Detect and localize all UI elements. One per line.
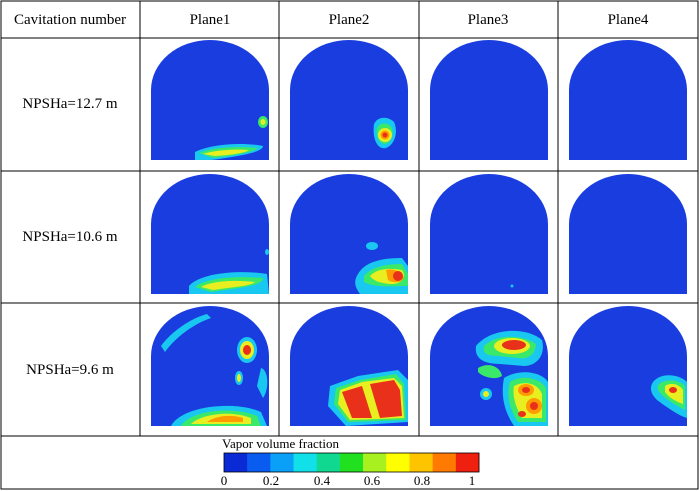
contour-npsha12-7-plane1 [151,40,269,160]
corner-header: Cavitation number [14,12,126,28]
colorbar-tick-0-4: 0.4 [314,473,331,488]
colorbar-swatch-4 [316,453,341,472]
colorbar-frame [223,452,480,473]
colorbar-tick-0-6: 0.6 [364,473,381,488]
contour-npsha12-7-plane2 [290,40,408,160]
colorbar-swatch-10 [455,453,480,472]
contour-npsha10-6-plane3 [430,174,548,294]
row-label-10-6: NPSHa=10.6 m [22,229,117,245]
contour-npsha9-6-plane1 [151,306,269,426]
colorbar-swatch-0 [224,453,248,472]
row-label-12-7: NPSHa=12.7 m [22,96,117,112]
row-label-9-6: NPSHa=9.6 m [26,362,114,378]
colorbar-tick-0: 0 [221,473,228,488]
colorbar-title: Vapor volume fraction [222,436,339,451]
colorbar-swatch-6 [363,453,387,472]
colorbar-tick-0-8: 0.8 [414,473,430,488]
colorbar-swatch-9 [432,453,457,472]
contour-npsha12-7-plane4 [569,40,687,160]
contour-npsha9-6-plane2 [290,306,408,426]
colorbar-swatch-2 [270,453,294,472]
colorbar-swatch-8 [409,453,433,472]
colorbar [224,453,480,472]
contour-npsha10-6-plane4 [569,174,687,294]
colorbar-tick-0-2: 0.2 [263,473,279,488]
colorbar-swatch-5 [339,453,364,472]
colorbar-swatch-1 [247,453,271,472]
colorbar-ticks: 0 0.2 0.4 0.6 0.8 1 [221,473,476,488]
colorbar-swatch-7 [386,453,410,472]
contour-npsha10-6-plane2 [290,174,408,294]
column-header-plane4: Plane4 [608,12,649,28]
contour-npsha12-7-plane3 [430,40,548,160]
contour-npsha9-6-plane4 [569,306,687,426]
column-header-plane1: Plane1 [190,12,231,28]
contour-npsha10-6-plane1 [151,174,269,294]
contour-npsha9-6-plane3 [430,306,548,426]
column-header-plane3: Plane3 [468,12,509,28]
colorbar-swatch-3 [293,453,318,472]
column-header-plane2: Plane2 [329,12,370,28]
colorbar-tick-1: 1 [469,473,476,488]
